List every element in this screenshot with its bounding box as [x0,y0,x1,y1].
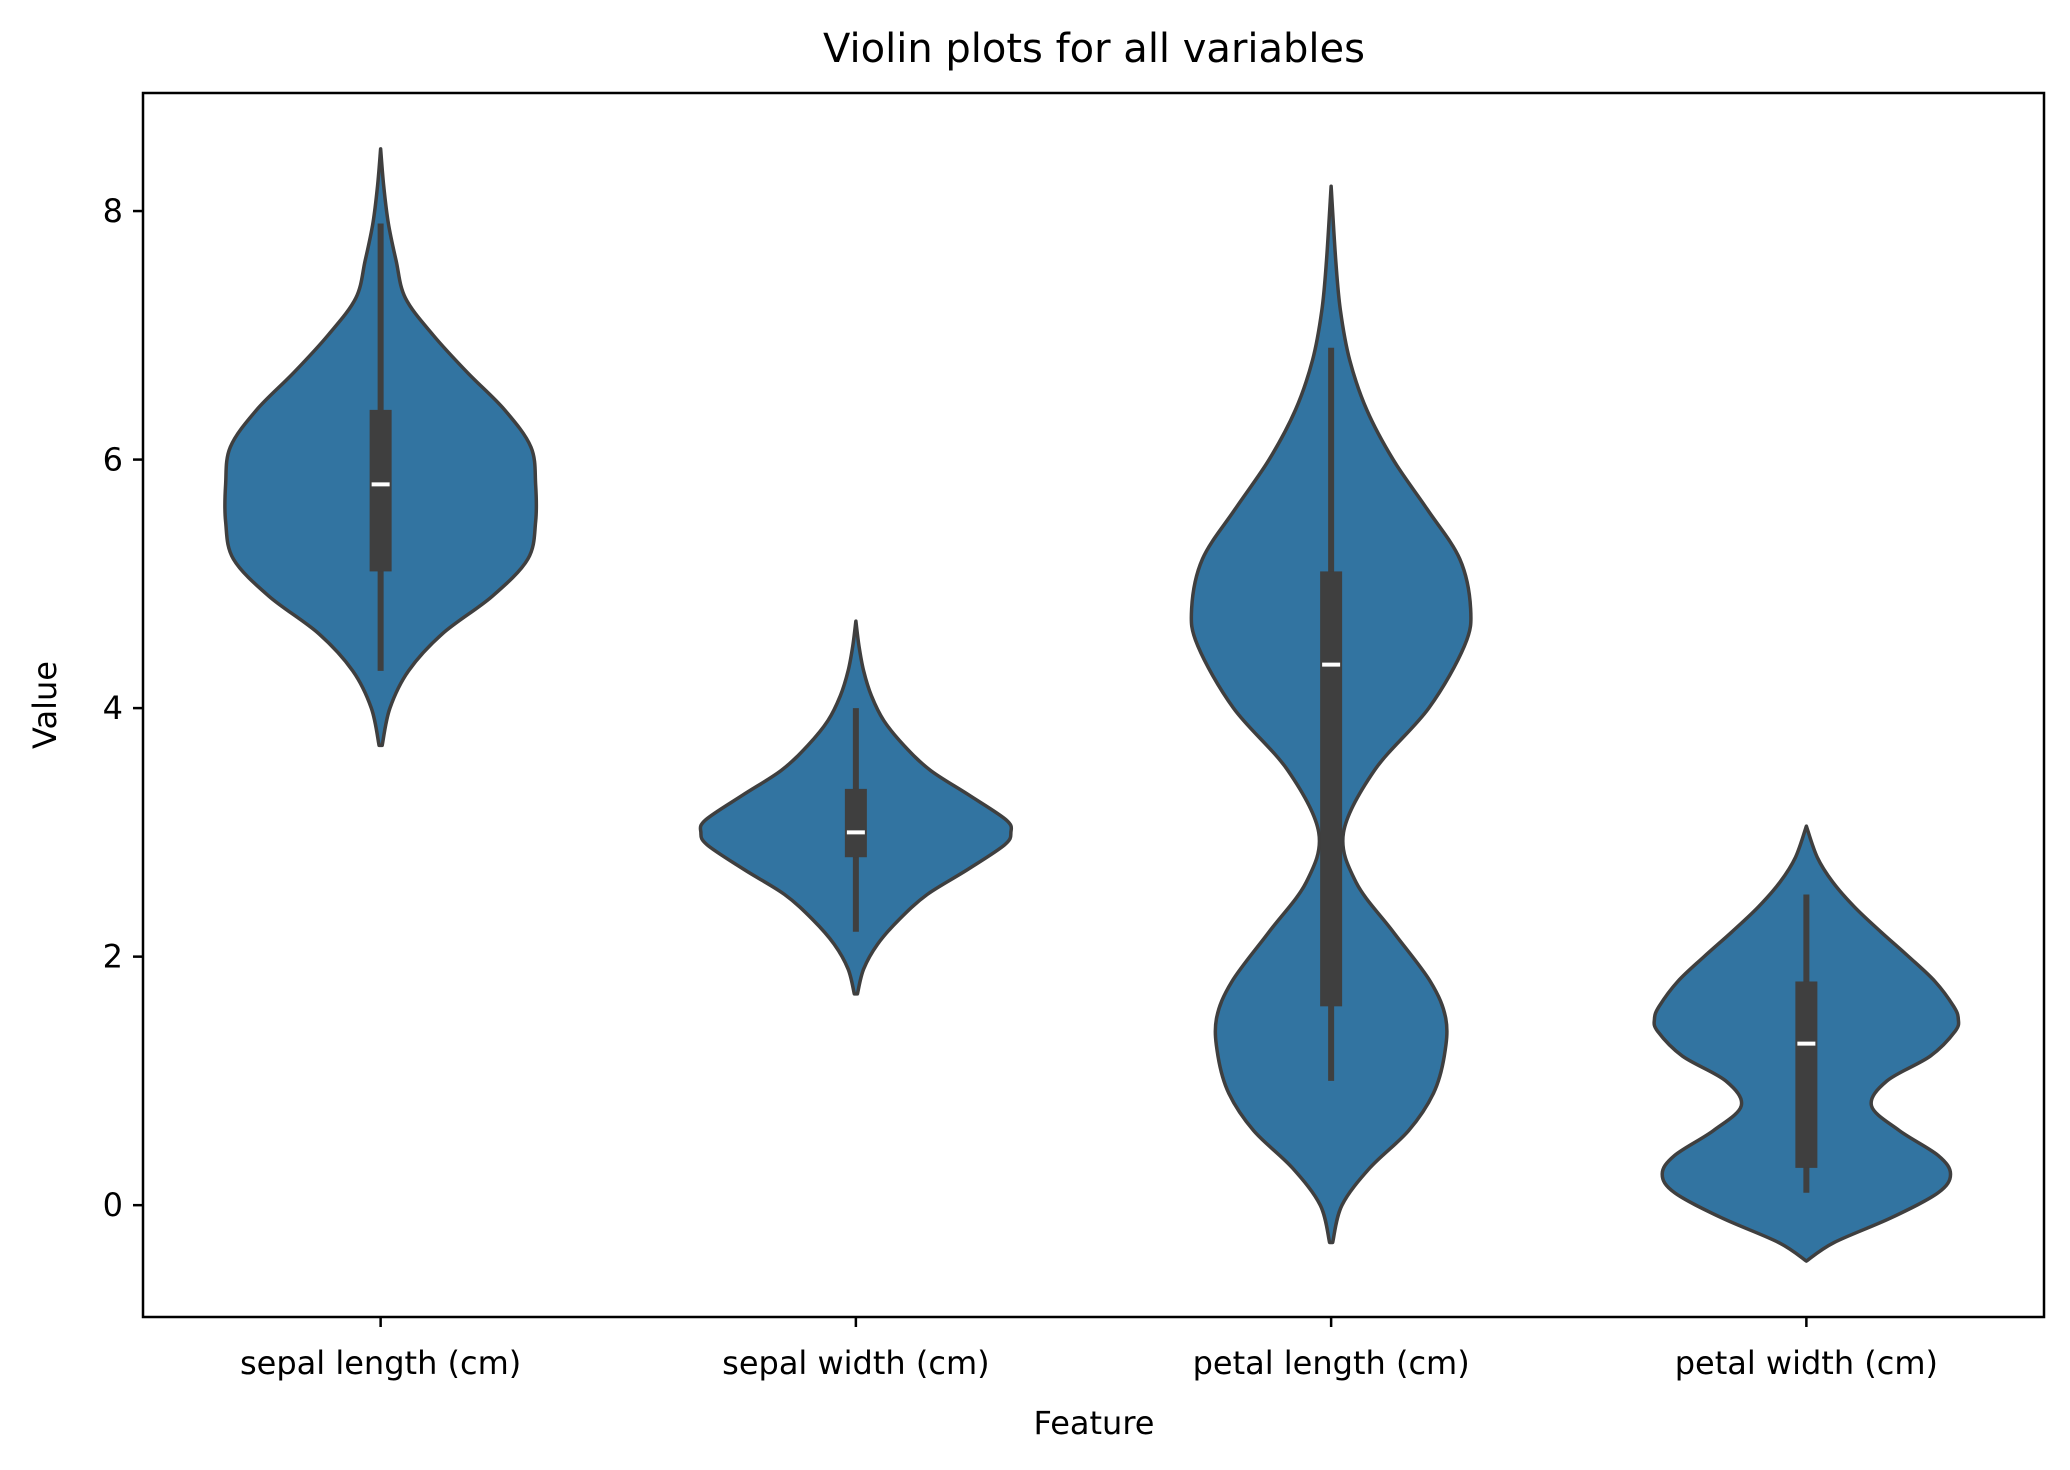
violin-iqr-box [844,788,867,858]
violin-petal-width-cm [1652,824,1961,1263]
y-axis-label: Value [26,661,64,749]
y-tick-label: 0 [103,1186,123,1224]
x-tick-label: sepal length (cm) [240,1344,521,1382]
x-tick-label: petal width (cm) [1675,1344,1938,1382]
chart-title: Violin plots for all variables [823,26,1365,72]
violin-iqr-box [1320,571,1343,1007]
violin-iqr-box [1795,981,1818,1168]
violin-sepal-width-cm [698,619,1014,996]
plot-frame [141,91,2046,1319]
y-tick-label: 2 [103,938,123,976]
violins-group [223,147,1961,1263]
x-axis: sepal length (cm) sepal width (cm) petal l… [240,1317,1938,1382]
y-tick-label: 4 [103,689,123,727]
violin-iqr-box [369,409,392,572]
x-tick-label: petal length (cm) [1193,1344,1470,1382]
y-tick-label: 8 [103,192,123,230]
y-axis: 0 2 4 6 8 [103,192,143,1224]
y-tick-label: 6 [103,441,123,479]
violin-sepal-length-cm [223,147,539,748]
x-tick-label: sepal width (cm) [722,1344,989,1382]
violin-petal-length-cm [1189,184,1473,1245]
x-axis-label: Feature [1034,1404,1155,1442]
